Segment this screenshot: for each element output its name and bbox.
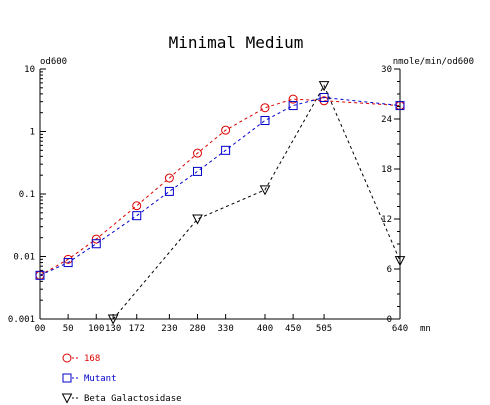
series-line [39,96,401,276]
x-tick-label: 00 [35,324,46,334]
x-tick-label: 450 [285,324,301,334]
data-point [259,185,271,196]
right-tick-label: 30 [381,65,392,75]
legend-marker [61,393,73,404]
right-tick-label: 24 [381,115,392,125]
x-unit-label: mn [420,324,431,334]
x-tick-label: 330 [217,324,233,334]
legend-label: 168 [84,354,100,364]
x-tick-label: 505 [316,324,332,334]
data-point [164,186,174,196]
data-point [91,234,101,244]
x-tick-label: 640 [392,324,408,334]
data-point [395,101,405,111]
x-tick-label: 130 [105,324,121,334]
left-tick-label: 0.001 [8,315,35,325]
data-point [319,92,329,102]
left-tick-label: 1 [30,128,35,138]
right-tick-label: 18 [381,165,392,175]
data-point [318,81,330,92]
data-point [63,258,73,268]
series-layer [35,81,406,325]
legend-label: Mutant [84,374,117,384]
data-point [260,115,270,125]
data-point [221,125,231,135]
left-tick-label: 0.1 [19,190,35,200]
x-tick-label: 50 [63,324,74,334]
legend-item: 168 [62,353,100,364]
right-tick-label: 0 [387,315,392,325]
legend: 168 Mutant Beta Galactosidase [61,353,182,404]
left-tick-label: 10 [24,65,35,75]
right-tick-label: 12 [381,215,392,225]
chart-title: Minimal Medium [169,33,304,52]
x-axis-ticks: 00 50 100 130 172 230 280 330 400 450 505 640 [35,314,408,334]
x-tick-label: 400 [257,324,273,334]
data-point [260,103,270,113]
series-1 [35,92,405,280]
data-point [193,148,202,158]
legend-label: Beta Galactosidase [84,394,182,404]
x-tick-label: 230 [161,324,177,334]
data-point [132,201,142,211]
series-line [39,98,401,276]
data-point [35,270,45,280]
series-2 [107,81,406,325]
right-tick-label: 6 [387,265,392,275]
legend-item: Mutant [62,373,117,384]
data-point [221,145,231,155]
series-line [112,84,401,320]
data-point [132,211,142,221]
left-tick-label: 0.01 [13,253,35,263]
data-point [91,239,101,249]
x-tick-label: 280 [189,324,205,334]
left-axis-ticks: 0.001 0.01 0.1 1 10 [8,65,46,325]
data-point [164,173,174,183]
legend-item: Beta Galactosidase [61,393,182,404]
legend-marker [62,373,72,383]
left-axis-label: od600 [40,57,67,67]
data-point [288,94,298,104]
data-point [192,214,203,225]
x-tick-label: 100 [88,324,104,334]
data-point [394,256,406,267]
data-point [107,314,119,325]
x-tick-label: 172 [129,324,145,334]
data-point [288,101,298,111]
series-0 [35,94,405,280]
legend-marker [62,353,72,363]
data-point [193,166,202,176]
right-axis-label: nmole/min/od600 [393,57,474,67]
